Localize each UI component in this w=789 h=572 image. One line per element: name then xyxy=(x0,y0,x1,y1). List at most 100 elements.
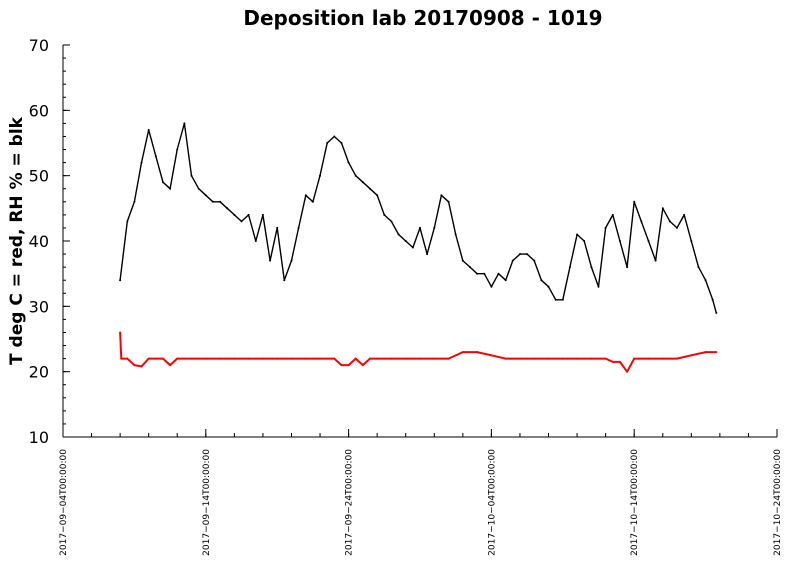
temperature-data-point xyxy=(276,357,279,360)
temperature-data-point xyxy=(633,357,636,360)
temperature-data-point xyxy=(133,364,136,367)
rh-data-point xyxy=(640,220,643,223)
temperature-data-point xyxy=(319,357,321,360)
rh-data-point xyxy=(240,220,243,223)
x-tick-label: 2017−09−04T00:00:00 xyxy=(59,449,69,556)
rh-data-point xyxy=(683,213,686,216)
rh-data-point xyxy=(447,200,450,203)
temperature-data-point xyxy=(304,357,307,360)
rh-data-point xyxy=(126,220,129,223)
rh-data-point xyxy=(376,194,379,197)
rh-data-point xyxy=(476,272,479,275)
temperature-data-point xyxy=(404,357,407,360)
temperature-data-point xyxy=(715,351,718,354)
rh-data-point xyxy=(469,266,471,269)
temperature-data-point xyxy=(120,357,123,360)
y-tick-label: 50 xyxy=(29,167,49,186)
y-axis-label: T deg C = red, RH % = blk xyxy=(7,116,27,365)
rh-data-point xyxy=(183,122,186,125)
rh-data-point xyxy=(162,181,164,184)
y-tick-label: 20 xyxy=(29,363,49,382)
rh-data-point xyxy=(533,259,536,262)
rh-data-point xyxy=(154,155,157,158)
rh-data-point xyxy=(540,279,543,282)
temperature-data-point xyxy=(626,370,629,373)
rh-data-point xyxy=(261,213,264,216)
temperature-data-point xyxy=(504,357,507,360)
temperature-data-point xyxy=(162,357,164,360)
rh-data-point xyxy=(119,279,122,282)
rh-data-point xyxy=(497,272,500,275)
rh-data-point xyxy=(690,240,693,242)
rh-data-point xyxy=(276,226,279,229)
rh-data-point xyxy=(247,213,250,216)
temperature-data-point xyxy=(147,357,150,360)
rh-data-point xyxy=(426,253,429,256)
rh-data-point xyxy=(511,259,514,262)
temperature-data-point xyxy=(611,360,614,363)
rh-data-point xyxy=(647,240,650,242)
temperature-data-point xyxy=(176,357,179,360)
rh-data-point xyxy=(526,253,529,256)
rh-data-point xyxy=(133,200,136,203)
rh-data-point xyxy=(440,194,443,197)
rh-series-line xyxy=(119,122,717,314)
x-tick-label: 2017−10−14T00:00:00 xyxy=(630,449,640,556)
rh-data-point xyxy=(290,259,293,262)
x-tick-label: 2017−10−24T00:00:00 xyxy=(773,449,783,556)
rh-data-point xyxy=(561,298,564,301)
temperature-data-point xyxy=(661,357,664,360)
rh-data-point xyxy=(676,226,678,229)
temperature-data-point xyxy=(340,364,343,367)
temperature-data-point xyxy=(190,357,193,360)
rh-data-point xyxy=(219,200,222,203)
rh-data-point xyxy=(297,226,300,229)
temperature-data-point xyxy=(576,357,579,360)
rh-data-point xyxy=(490,285,493,288)
temperature-data-point xyxy=(604,357,607,360)
temperature-data-point xyxy=(390,357,393,360)
temperature-data-point xyxy=(361,364,364,367)
rh-data-point xyxy=(404,240,407,242)
temperature-data-point xyxy=(169,364,172,367)
rh-data-point xyxy=(547,285,550,288)
rh-data-point xyxy=(283,279,286,282)
temperature-data-point xyxy=(333,357,336,360)
rh-data-point xyxy=(583,240,586,242)
rh-data-point xyxy=(611,213,614,216)
rh-data-point xyxy=(169,187,172,190)
temperature-data-point xyxy=(676,357,678,360)
temperature-data-point xyxy=(204,357,207,360)
rh-data-point xyxy=(369,187,371,190)
temperature-data-point xyxy=(704,351,707,354)
rh-data-point xyxy=(340,142,343,144)
rh-data-point xyxy=(618,240,621,242)
temperature-data-point xyxy=(690,354,693,357)
temperature-data-point xyxy=(618,360,621,363)
rh-data-point xyxy=(504,279,507,282)
rh-data-point xyxy=(333,135,336,138)
rh-data-point xyxy=(597,285,600,288)
y-tick-label: 10 xyxy=(29,428,49,447)
temperature-data-point xyxy=(154,357,157,360)
rh-data-point xyxy=(568,266,571,269)
temperature-data-point xyxy=(126,357,129,360)
y-tick-label: 70 xyxy=(29,36,49,55)
rh-data-point xyxy=(226,207,229,210)
plot-area xyxy=(119,122,718,373)
temperature-data-point xyxy=(490,354,493,357)
temperature-series-line xyxy=(119,332,717,373)
rh-data-point xyxy=(361,181,364,184)
rh-data-point xyxy=(233,213,236,216)
x-tick-label: 2017−09−14T00:00:00 xyxy=(202,449,212,556)
y-tick-label: 60 xyxy=(29,101,49,120)
x-tick-label: 2017−09−24T00:00:00 xyxy=(345,449,355,556)
temperature-data-point xyxy=(647,357,650,360)
y-tick-label: 40 xyxy=(29,232,49,251)
rh-data-point xyxy=(140,161,143,164)
temperature-data-point xyxy=(547,357,550,360)
temperature-data-point xyxy=(433,357,436,360)
rh-data-point xyxy=(590,266,593,269)
rh-data-point xyxy=(704,279,707,282)
